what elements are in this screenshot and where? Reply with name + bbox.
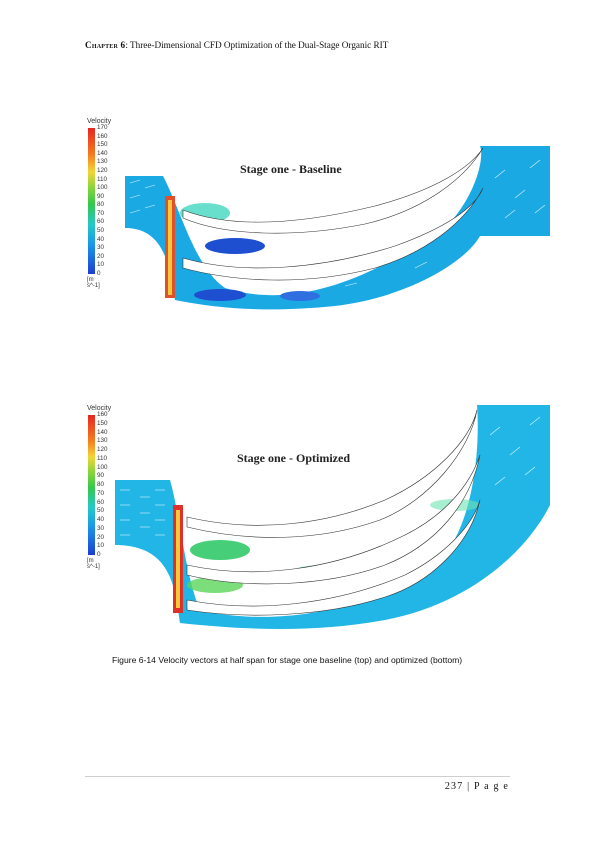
figure-baseline: Velocity 170 160 150 140 130 120 110 100 90 80 70 6… [85,118,550,310]
footer-divider [85,776,510,777]
legend-tick: 100 [97,463,108,471]
velocity-vectors [120,416,541,596]
legend-tick: 80 [97,481,105,488]
legend-tick: 0 [97,270,101,277]
legend-tick: 110 [97,175,108,183]
legend-tick: 60 [97,498,105,506]
legend-tick: 140 [97,428,108,436]
legend-tick: 30 [97,524,105,532]
low-velocity-region [280,291,320,301]
cfd-velocity-field-optimized [115,405,550,629]
chapter-title: : Three-Dimensional CFD Optimization of … [125,40,389,50]
legend-tick: 160 [97,411,108,418]
legend-tick: 100 [97,184,108,192]
legend-title: Velocity [87,118,112,125]
page-number-value: 237 [444,781,464,792]
mid-velocity-region [190,540,250,560]
legend-tick: 130 [97,437,108,445]
legend-unit: [m s^-1] [87,558,100,570]
legend-tick: 80 [97,201,105,209]
legend-tick: 70 [97,489,105,497]
legend-tick: 10 [97,261,105,269]
legend-tick: 90 [97,472,105,480]
legend-tick: 10 [97,542,105,550]
legend-tick: 90 [97,192,105,200]
legend-tick: 160 [97,132,108,140]
cfd-velocity-field-baseline [125,146,550,310]
legend-tick: 50 [97,507,105,515]
blade [182,187,484,281]
low-velocity-region [205,238,265,254]
blade [186,499,481,616]
legend-title: Velocity [87,405,112,412]
legend-tick: 110 [97,454,108,462]
page-label: P a g e [474,781,509,792]
legend-tick: 30 [97,244,105,252]
blade [186,409,478,538]
blade [186,454,481,585]
legend-tick: 120 [97,446,108,453]
legend-tick: 20 [97,533,105,541]
low-velocity-region [194,289,246,301]
color-scale-bar [88,128,95,274]
color-scale-bar [88,415,95,555]
legend-tick: 50 [97,227,105,235]
flow-domain [115,405,550,629]
page-number: 237 | P a g e [444,781,509,792]
nozzle-vanes-highlight [168,200,172,295]
flow-domain [125,146,550,310]
running-header: Chapter 6: Three-Dimensional CFD Optimiz… [85,40,388,50]
legend-tick: 0 [97,551,101,558]
stage-label: Stage one - Optimized [237,451,350,465]
legend-tick: 20 [97,252,105,260]
legend-tick: 40 [97,516,105,523]
legend-tick: 40 [97,235,105,243]
figure-optimized: Velocity 160 150 140 130 120 110 100 90 80 70 60 50… [85,405,550,630]
legend-tick: 130 [97,158,108,166]
figure-caption: Figure 6-14 Velocity vectors at half spa… [112,655,463,665]
legend-tick: 120 [97,166,108,174]
legend-unit: [m s^-1] [87,277,100,289]
legend-tick: 140 [97,149,108,157]
velocity-vectors [129,159,546,289]
legend-tick: 170 [97,124,108,131]
nozzle-vanes-highlight [176,510,180,608]
legend-tick: 70 [97,209,105,217]
legend-tick: 60 [97,218,105,226]
chapter-label: Chapter 6 [85,40,126,50]
blade [182,147,484,234]
legend-tick: 150 [97,141,108,149]
stage-label: Stage one - Baseline [240,162,342,176]
legend-tick: 150 [97,419,108,427]
